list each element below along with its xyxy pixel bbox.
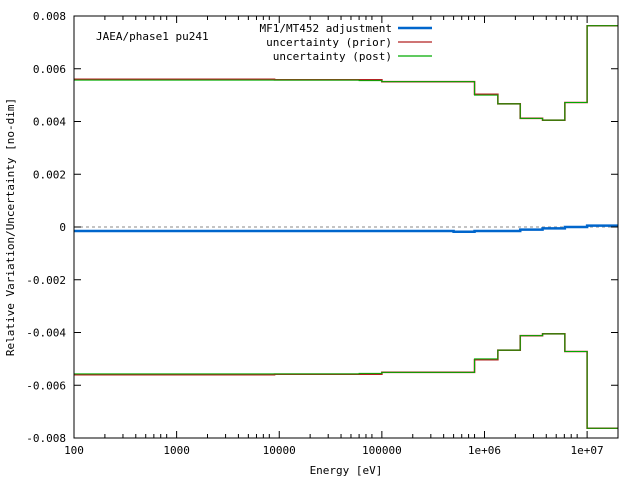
y-tick-label: 0.002 xyxy=(33,168,66,181)
legend-label: uncertainty (prior) xyxy=(266,36,392,49)
y-tick-label: -0.008 xyxy=(26,432,66,445)
x-tick-label: 1e+07 xyxy=(571,444,604,457)
x-axis-label: Energy [eV] xyxy=(310,464,383,477)
x-tick-label: 10000 xyxy=(263,444,296,457)
legend-label: uncertainty (post) xyxy=(273,50,392,63)
series-uncertainty-post-lower xyxy=(74,333,618,429)
series-layer xyxy=(74,24,618,430)
chart-annotation: JAEA/phase1 pu241 xyxy=(96,30,209,43)
y-tick-label: 0.004 xyxy=(33,116,66,129)
x-tick-label: 1e+06 xyxy=(468,444,501,457)
y-tick-label: 0 xyxy=(59,221,66,234)
legend-label: MF1/MT452 adjustment xyxy=(260,22,392,35)
x-tick-label: 100 xyxy=(64,444,84,457)
y-tick-label: 0.006 xyxy=(33,63,66,76)
series-uncertainty-post-upper xyxy=(74,25,618,121)
y-tick-label: -0.004 xyxy=(26,327,66,340)
y-tick-label: -0.002 xyxy=(26,274,66,287)
y-tick-label: -0.006 xyxy=(26,379,66,392)
ticks-layer: -0.008 -0.006 -0.004 -0.002 0 0.002 0.004 0.006… xyxy=(26,10,619,457)
series-mf1-mt452-adjustment xyxy=(74,224,618,233)
y-axis-label: Relative Variation/Uncertainty [no-dim] xyxy=(4,98,17,356)
y-tick-label: 0.008 xyxy=(33,10,66,23)
x-tick-label: 100000 xyxy=(362,444,402,457)
x-tick-label: 1000 xyxy=(163,444,190,457)
